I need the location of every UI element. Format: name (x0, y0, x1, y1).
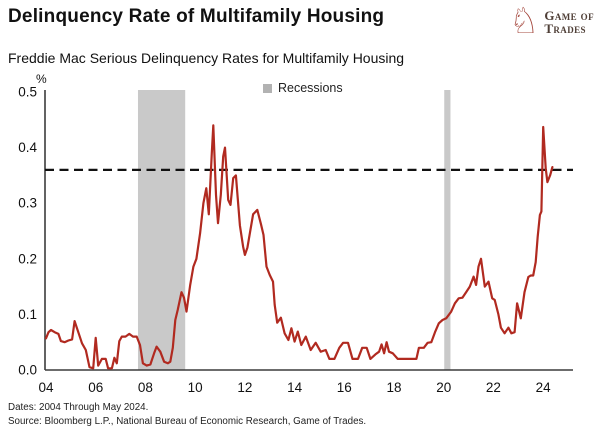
x-tick-label: 22 (486, 380, 501, 395)
x-tick-label: 24 (536, 380, 552, 395)
x-tick-label: 14 (287, 380, 303, 395)
y-tick-label: 0.3 (18, 196, 37, 211)
x-tick-label: 08 (138, 380, 153, 395)
recession-band (137, 90, 186, 370)
footer-dates: Dates: 2004 Through May 2024. (8, 402, 149, 413)
game-of-trades-logo: ♘ Game of Trades (508, 4, 594, 40)
x-tick-label: 20 (436, 380, 451, 395)
x-tick-label: 06 (88, 380, 103, 395)
x-tick-label: 12 (237, 380, 252, 395)
logo-text: Game of Trades (544, 9, 594, 35)
chart-legend: Recessions (263, 81, 343, 95)
delinquency-rate-series-line (44, 124, 554, 370)
recession-legend-label: Recessions (278, 81, 343, 95)
y-tick-label: 0.2 (18, 251, 37, 266)
y-tick-label: 0.0 (18, 363, 37, 378)
chess-knight-icon: ♘ (509, 1, 540, 42)
recession-legend-swatch (263, 83, 272, 93)
chart-subtitle: Freddie Mac Serious Delinquency Rates fo… (8, 50, 405, 66)
x-tick-label: 04 (38, 380, 54, 395)
x-tick-label: 10 (188, 380, 203, 395)
logo-line1: Game of (544, 8, 594, 23)
x-tick-label: 18 (387, 380, 402, 395)
x-tick-label: 16 (337, 380, 352, 395)
recession-band (444, 90, 451, 370)
logo-line2: Trades (544, 21, 586, 36)
y-tick-label: 0.1 (18, 307, 37, 322)
footer-source: Source: Bloomberg L.P., National Bureau … (8, 416, 367, 427)
y-tick-label: 0.4 (18, 140, 37, 155)
y-axis-unit-label: % (36, 72, 47, 86)
chart-footer: Dates: 2004 Through May 2024. Source: Bl… (8, 401, 366, 429)
page-title: Delinquency Rate of Multifamily Housing (8, 6, 385, 27)
y-tick-label: 0.5 (18, 85, 37, 100)
